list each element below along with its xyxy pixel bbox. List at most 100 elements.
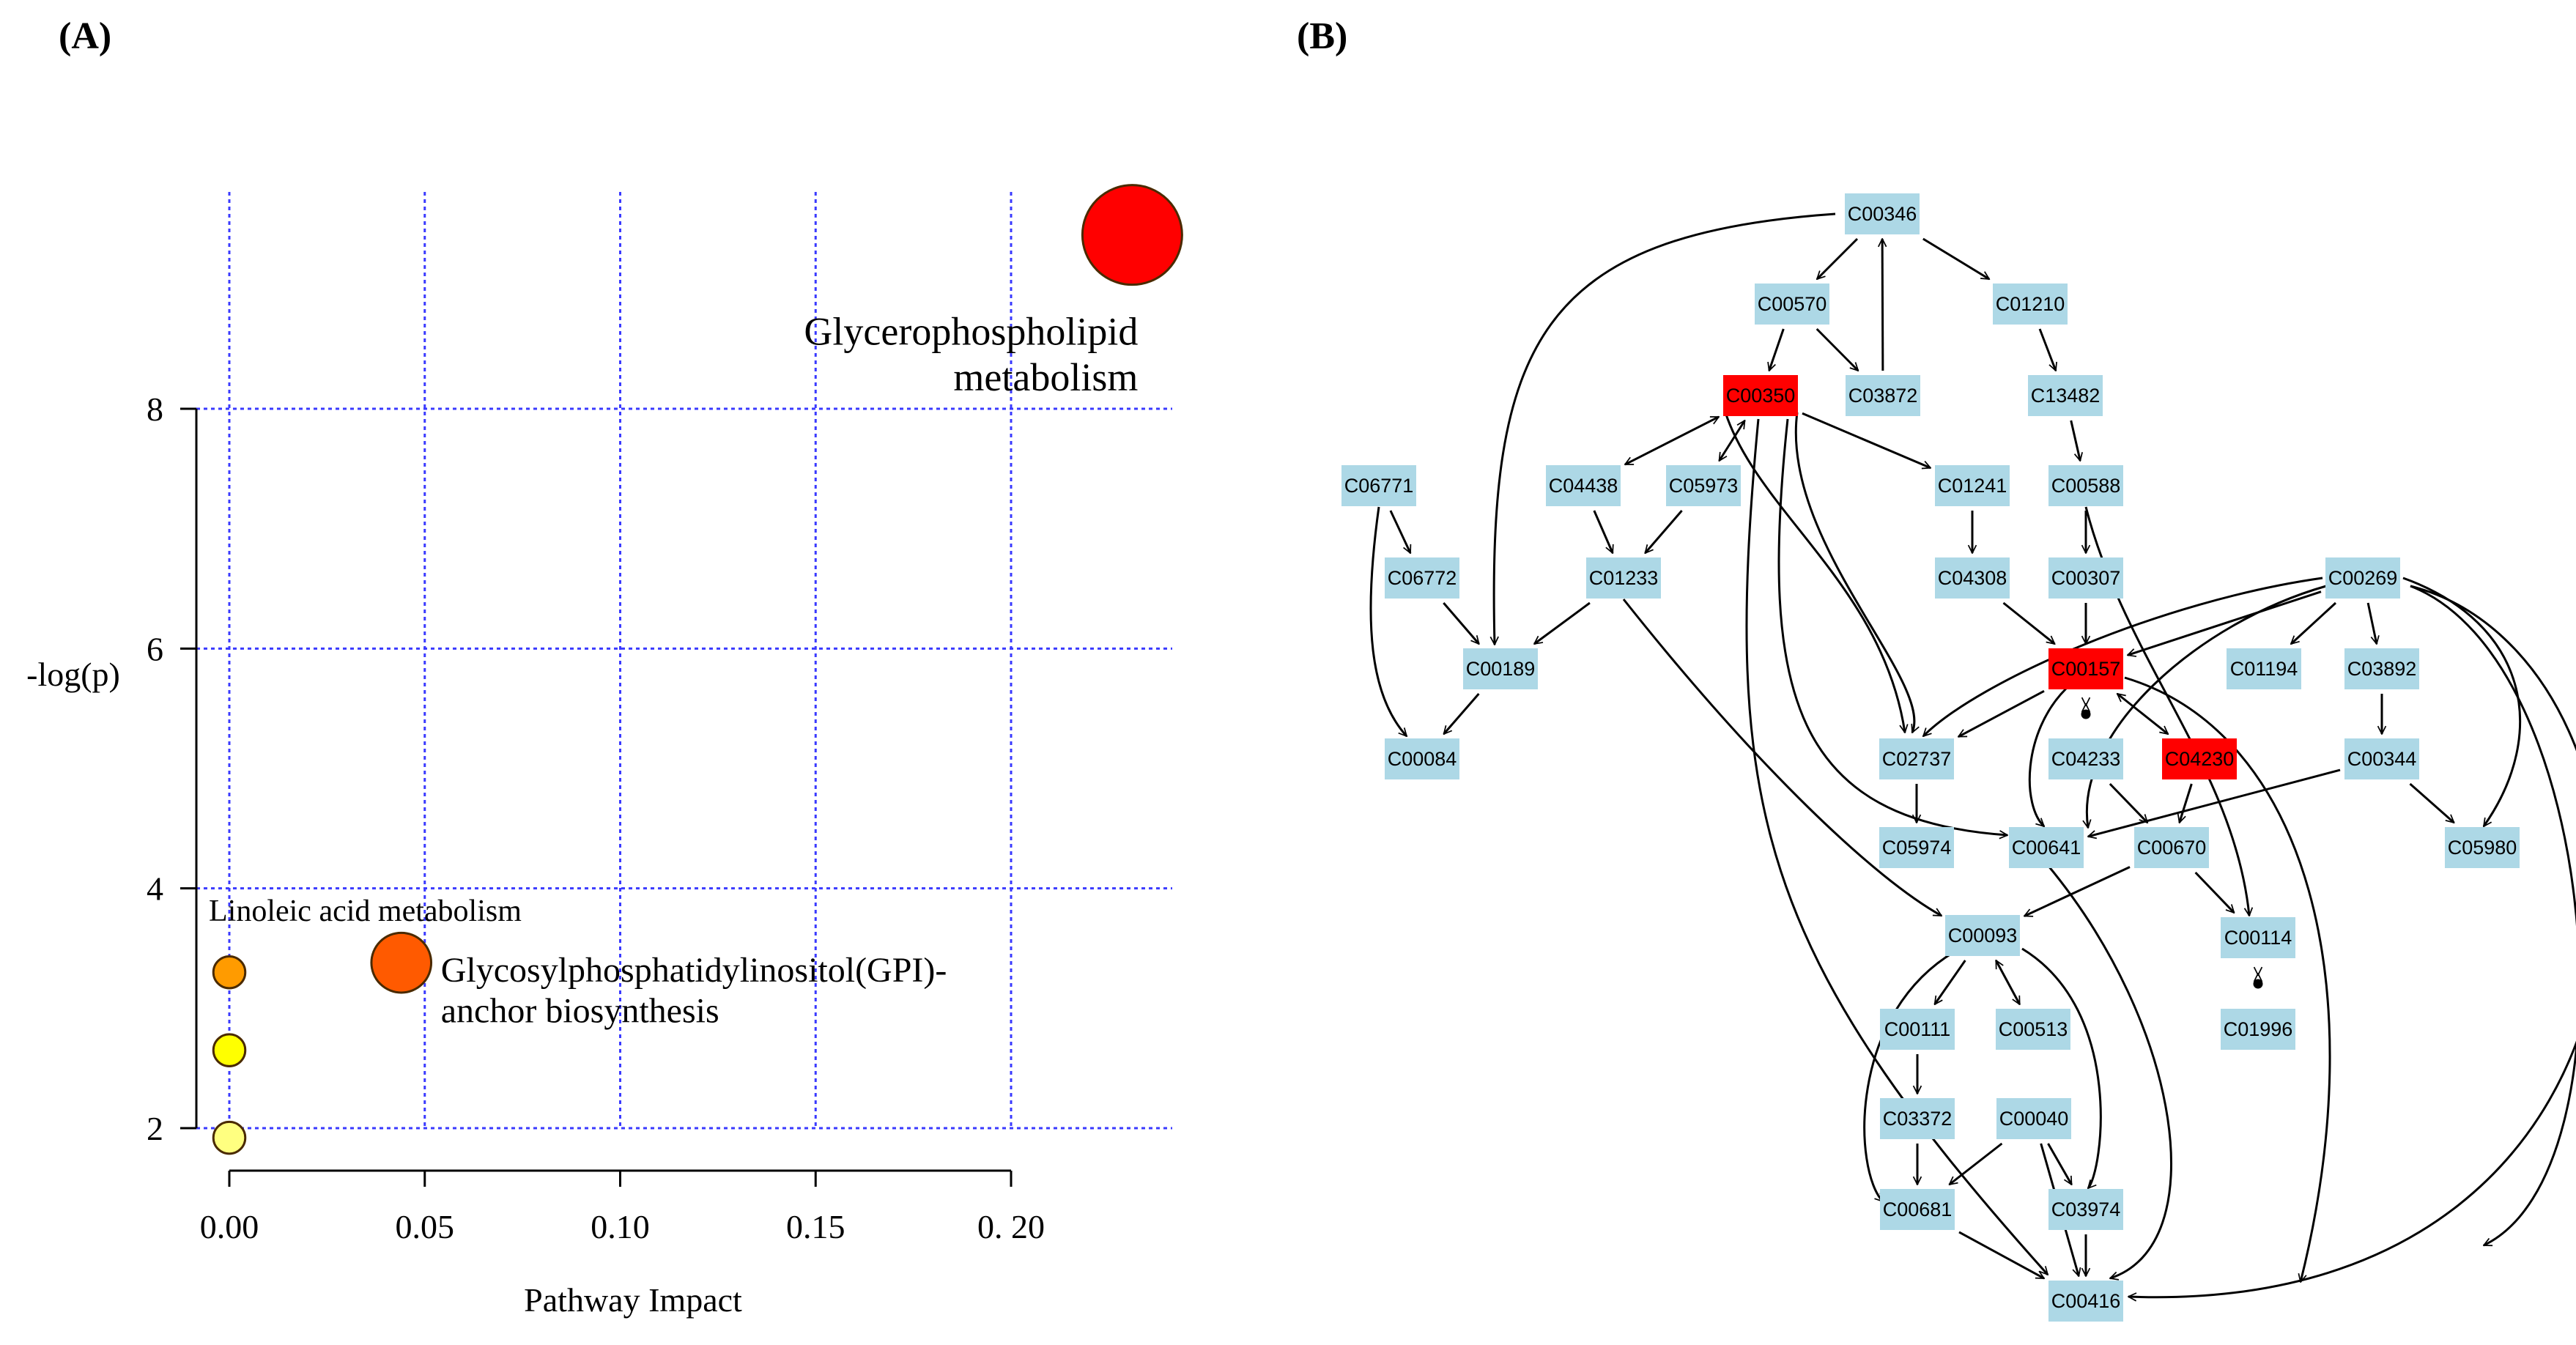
network-node: C00093 (1945, 915, 2020, 956)
network-node-box (2028, 375, 2103, 416)
network-node-box (2048, 465, 2123, 506)
network-edge (1933, 960, 1966, 1004)
network-node-label: C00157 (2051, 658, 2121, 680)
network-node-box (1935, 557, 2010, 599)
network-node: C00040 (1996, 1098, 2071, 1139)
network-edge (2084, 506, 2249, 916)
network-node: C01996 (2221, 1009, 2295, 1050)
network-node-label: C13482 (2031, 385, 2101, 407)
network-node-box (2134, 827, 2209, 868)
x-axis-title: Pathway Impact (524, 1281, 742, 1319)
network-node-box (1993, 284, 2068, 325)
edge-junction (2253, 979, 2263, 989)
network-node-label: C00114 (2224, 927, 2292, 949)
network-node-label: C04230 (2165, 748, 2235, 770)
network-node-label: C05974 (1882, 837, 1952, 859)
network-edge (1816, 327, 1859, 371)
network-node: C13482 (2028, 375, 2103, 416)
network-node-box (1385, 557, 1459, 599)
y-axis-title: -log(p) (26, 656, 120, 693)
network-node-label: C05980 (2448, 837, 2517, 859)
network-edge (1645, 510, 1683, 553)
y-tick-label: 6 (147, 630, 163, 667)
network-edge (2021, 947, 2102, 1188)
network-node: C00084 (1385, 738, 1459, 779)
network-node-label: C00350 (1726, 385, 1796, 407)
axes: 2 4 6 8 0.00 0.05 0.10 0.15 0. 20 (147, 390, 1045, 1245)
x-tick-label: 0. 20 (977, 1208, 1045, 1245)
network-edge (1724, 412, 1905, 733)
network-edge (1369, 506, 1407, 736)
network-edge (1745, 418, 2048, 1275)
network-node-label: C03372 (1883, 1108, 1953, 1130)
network-node-box (2344, 648, 2419, 689)
network-node: C05974 (1879, 827, 1954, 868)
network-edge (1922, 237, 1989, 281)
network-node-label: C01233 (1589, 567, 1659, 589)
network-node-label: C00346 (1848, 203, 1917, 225)
network-node-label: C00588 (2051, 475, 2121, 497)
network-node-box (1341, 465, 1416, 506)
panel-b-label: (B) (1297, 15, 1348, 57)
network-node: C04438 (1546, 465, 1621, 506)
network-node: C00307 (2048, 557, 2123, 599)
network-node-box (1996, 1098, 2071, 1139)
network-edge (1718, 420, 1746, 461)
network-node-label: C00416 (2051, 1290, 2121, 1312)
network-node-label: C05973 (1669, 475, 1739, 497)
network-node-box (2221, 1009, 2295, 1050)
network-edge (1958, 690, 2045, 738)
network-node-box (1945, 915, 2020, 956)
y-tick-label: 8 (147, 390, 163, 428)
network-edge (2194, 871, 2235, 913)
network-edge (2002, 601, 2055, 644)
network-node-box (2048, 557, 2123, 599)
network-node-box (2221, 917, 2295, 958)
network-node-label: C00307 (2051, 567, 2121, 589)
network-node: C05973 (1666, 465, 1741, 506)
network-node: C03872 (1846, 375, 1920, 416)
network-node: C00157 (2048, 648, 2123, 689)
network-node-label: C00093 (1948, 925, 2018, 946)
network-node: C00111 (1880, 1009, 1955, 1050)
network-node-label: C04308 (1938, 567, 2007, 589)
network-node-box (1755, 284, 1829, 325)
network-edge (2040, 1143, 2079, 1276)
point-label: Linoleic acid metabolism (209, 894, 522, 928)
network-node: C00189 (1463, 648, 1538, 689)
network-node: C04308 (1935, 557, 2010, 599)
point-label: Glycosylphosphatidylinositol(GPI)- (441, 951, 947, 990)
network-node-label: C03974 (2051, 1198, 2121, 1220)
network-edge (1882, 239, 1883, 371)
network-edge (2128, 585, 2576, 1297)
network-node-box (1385, 738, 1459, 779)
network-node: C00681 (1880, 1189, 1955, 1230)
network-edge (1389, 510, 1412, 553)
network-node-label: C00513 (1999, 1018, 2068, 1040)
network-edge (2024, 866, 2131, 917)
network-edge (2117, 694, 2168, 734)
network-node-box (2162, 738, 2237, 779)
data-point (212, 1120, 247, 1155)
network-edge (1802, 412, 1931, 467)
network-node: C02737 (1879, 738, 1954, 779)
network-node: C01194 (2227, 648, 2301, 689)
network-node-box (2325, 557, 2400, 599)
network-node: C05980 (2445, 827, 2520, 868)
network-node-label: C02737 (1882, 748, 1952, 770)
network-node: C04230 (2162, 738, 2237, 779)
x-tick-label: 0.10 (591, 1208, 650, 1245)
network-edge (1817, 237, 1859, 279)
network-edge (2038, 328, 2056, 371)
network-edge (2028, 687, 2068, 826)
network-node: C00641 (2009, 827, 2084, 868)
network-node: C00416 (2048, 1281, 2123, 1322)
network-node: C00269 (2325, 557, 2400, 599)
network-node: C00350 (1723, 375, 1798, 416)
x-tick-label: 0.15 (786, 1208, 845, 1245)
network-node: C00670 (2134, 827, 2209, 868)
point-label: metabolism (953, 355, 1138, 399)
network-edge (1625, 415, 1719, 466)
point-label: Glycerophospholipid (804, 310, 1138, 354)
